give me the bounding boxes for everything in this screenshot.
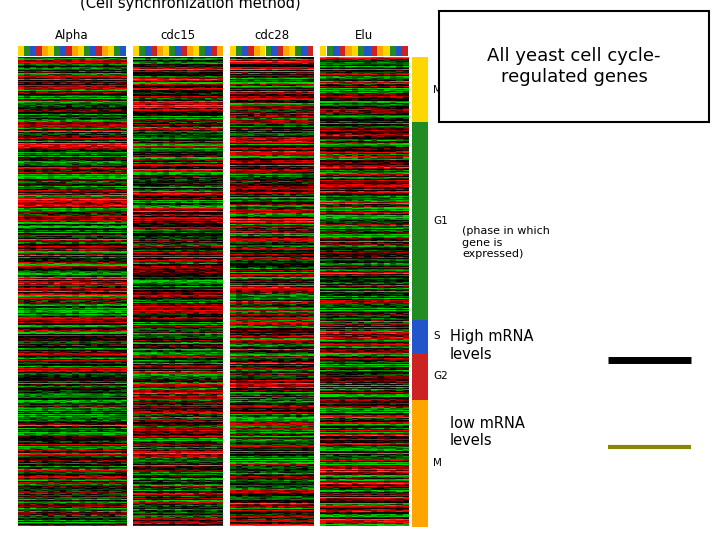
Bar	[96, 46, 102, 56]
Bar	[211, 46, 217, 56]
Text: (Cell synchronization method): (Cell synchronization method)	[81, 0, 301, 11]
Bar	[60, 46, 66, 56]
Bar	[169, 46, 175, 56]
Bar	[66, 46, 72, 56]
Bar	[358, 46, 364, 56]
Text: G2: G2	[433, 371, 448, 381]
Bar	[84, 46, 90, 56]
Bar	[175, 46, 181, 56]
Text: High mRNA
levels: High mRNA levels	[450, 329, 534, 362]
Bar	[364, 46, 371, 56]
Bar	[30, 46, 36, 56]
Bar	[339, 46, 346, 56]
Bar	[18, 46, 24, 56]
Bar	[205, 46, 211, 56]
Bar	[289, 46, 295, 56]
Bar	[396, 46, 402, 56]
Bar	[230, 46, 235, 56]
Bar	[242, 46, 248, 56]
Bar	[133, 46, 139, 56]
Bar	[412, 353, 428, 400]
Text: G1: G1	[433, 216, 448, 226]
Bar	[352, 46, 358, 56]
Bar	[333, 46, 339, 56]
Bar	[371, 46, 377, 56]
Bar	[266, 46, 271, 56]
Bar	[271, 46, 277, 56]
Bar	[326, 46, 333, 56]
Text: low mRNA
levels: low mRNA levels	[450, 416, 525, 448]
Bar	[284, 46, 289, 56]
Bar	[412, 400, 428, 526]
Bar	[320, 46, 326, 56]
Bar	[402, 46, 408, 56]
Bar	[48, 46, 54, 56]
Bar	[140, 46, 145, 56]
Bar	[260, 46, 266, 56]
Bar	[120, 46, 126, 56]
Bar	[346, 46, 351, 56]
Bar	[217, 46, 222, 56]
Text: S: S	[433, 331, 440, 341]
Text: Elu: Elu	[355, 29, 374, 42]
Bar	[307, 46, 313, 56]
Bar	[199, 46, 204, 56]
Bar	[248, 46, 253, 56]
Bar	[42, 46, 48, 56]
Bar	[412, 123, 428, 320]
Bar	[383, 46, 390, 56]
Bar	[377, 46, 383, 56]
Bar	[253, 46, 259, 56]
Bar	[193, 46, 199, 56]
Bar	[187, 46, 193, 56]
Bar	[54, 46, 60, 56]
Bar	[236, 46, 242, 56]
Bar	[72, 46, 78, 56]
Bar	[412, 57, 428, 123]
Bar	[295, 46, 301, 56]
Bar	[301, 46, 307, 56]
Bar	[390, 46, 396, 56]
Text: All yeast cell cycle-
regulated genes: All yeast cell cycle- regulated genes	[487, 47, 661, 85]
Bar	[163, 46, 169, 56]
Text: cdc15: cdc15	[161, 29, 196, 42]
Bar	[277, 46, 283, 56]
FancyBboxPatch shape	[439, 11, 709, 122]
Text: Alpha: Alpha	[55, 29, 89, 42]
Text: (phase in which
gene is
expressed): (phase in which gene is expressed)	[462, 226, 550, 259]
Bar	[24, 46, 30, 56]
Bar	[412, 320, 428, 353]
Bar	[145, 46, 151, 56]
Bar	[102, 46, 108, 56]
Bar	[90, 46, 96, 56]
Bar	[114, 46, 120, 56]
Bar	[157, 46, 163, 56]
Bar	[108, 46, 114, 56]
Bar	[151, 46, 157, 56]
Text: cdc28: cdc28	[254, 29, 289, 42]
Bar	[78, 46, 84, 56]
Bar	[181, 46, 187, 56]
Text: M: M	[433, 458, 442, 468]
Text: M/G1: M/G1	[433, 85, 461, 94]
Bar	[36, 46, 42, 56]
